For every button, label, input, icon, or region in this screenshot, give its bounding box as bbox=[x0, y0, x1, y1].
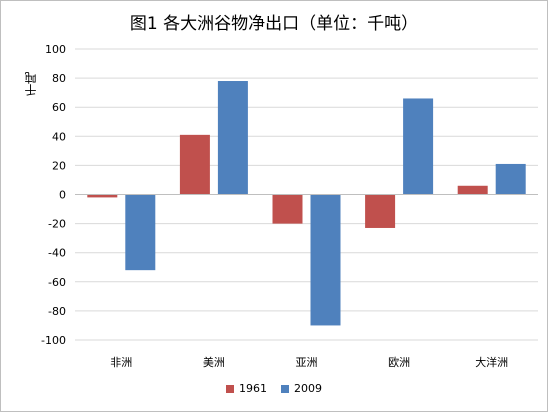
legend-swatch-1961 bbox=[226, 384, 234, 393]
bar-2009-4 bbox=[495, 163, 526, 195]
y-tick-label: 80 bbox=[52, 72, 66, 85]
y-tick-label: -80 bbox=[48, 305, 66, 318]
y-tick-label: 0 bbox=[59, 189, 66, 202]
bar-2009-1 bbox=[217, 81, 248, 195]
y-tick-label: -60 bbox=[48, 276, 66, 289]
bar-1961-3 bbox=[365, 194, 396, 228]
legend: 1961 2009 bbox=[0, 382, 548, 395]
y-tick-label: 20 bbox=[52, 159, 66, 172]
legend-swatch-2009 bbox=[281, 384, 289, 393]
legend-label-1961: 1961 bbox=[239, 382, 267, 395]
legend-item-2009: 2009 bbox=[281, 382, 322, 395]
bar-2009-3 bbox=[403, 98, 434, 195]
x-tick-label: 欧洲 bbox=[388, 356, 410, 369]
bar-1961-2 bbox=[272, 194, 303, 224]
y-tick-label: 60 bbox=[52, 101, 66, 114]
chart-title: 图1 各大洲谷物净出口（单位：千吨） bbox=[129, 14, 419, 34]
x-tick-label: 美洲 bbox=[203, 356, 225, 369]
y-tick-label: 40 bbox=[52, 130, 66, 143]
bar-2009-2 bbox=[310, 194, 341, 326]
bar-1961-1 bbox=[179, 134, 210, 195]
y-tick-label: -100 bbox=[41, 334, 66, 347]
x-tick-label: 亚洲 bbox=[296, 356, 318, 369]
bar-1961-4 bbox=[457, 185, 488, 195]
legend-label-2009: 2009 bbox=[294, 382, 322, 395]
y-tick-label: 100 bbox=[45, 43, 66, 56]
x-tick-label: 非洲 bbox=[110, 356, 132, 369]
legend-item-1961: 1961 bbox=[226, 382, 267, 395]
bar-1961-0 bbox=[87, 194, 118, 198]
y-tick-label: -40 bbox=[48, 247, 66, 260]
bar-2009-0 bbox=[125, 194, 156, 271]
y-tick-label: -20 bbox=[48, 218, 66, 231]
x-tick-label: 大洋洲 bbox=[475, 355, 508, 369]
